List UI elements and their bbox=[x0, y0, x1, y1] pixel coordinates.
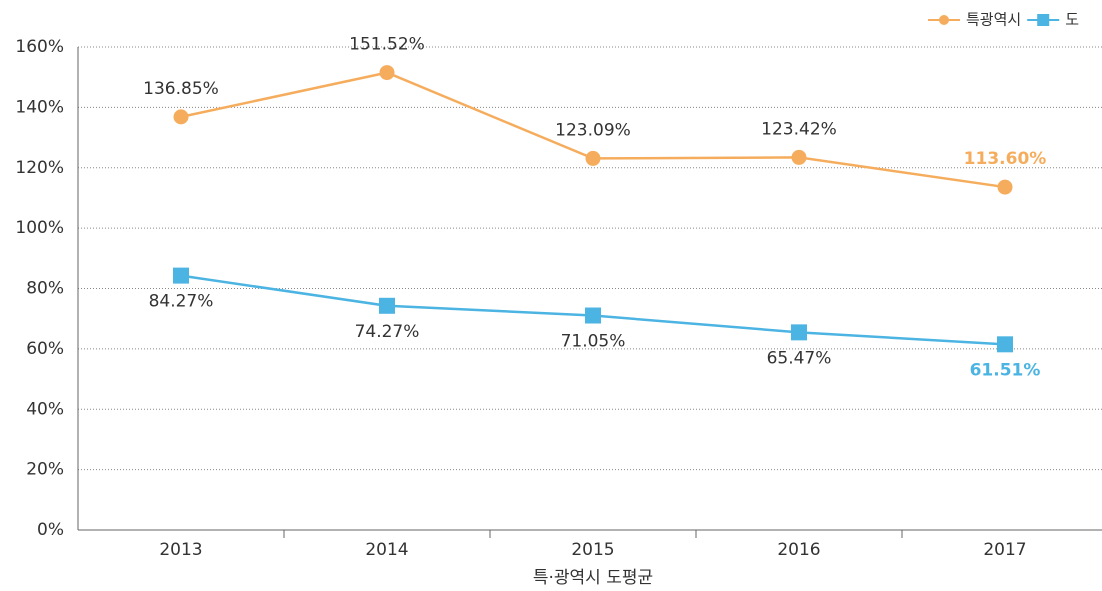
x-tick-label: 2015 bbox=[571, 540, 614, 560]
marker bbox=[997, 336, 1013, 353]
y-tick-label: 160% bbox=[15, 37, 64, 57]
y-tick-label: 80% bbox=[26, 279, 64, 299]
legend-label: 도 bbox=[1065, 11, 1079, 29]
y-tick-label: 140% bbox=[15, 97, 64, 117]
data-label: 61.51% bbox=[970, 360, 1041, 380]
data-label: 136.85% bbox=[143, 79, 219, 99]
y-tick-label: 100% bbox=[15, 218, 64, 238]
y-tick-label: 0% bbox=[37, 520, 64, 540]
y-tick-label: 20% bbox=[26, 460, 64, 480]
marker bbox=[791, 149, 807, 165]
data-label: 113.60% bbox=[964, 149, 1047, 169]
data-label: 65.47% bbox=[767, 348, 832, 368]
marker bbox=[585, 150, 601, 166]
marker bbox=[379, 297, 395, 314]
legend-label: 특광역시 bbox=[966, 11, 1021, 29]
y-tick-label: 40% bbox=[26, 399, 64, 419]
marker bbox=[173, 267, 189, 284]
data-label: 84.27% bbox=[149, 292, 214, 312]
data-label: 151.52% bbox=[349, 35, 425, 55]
y-tick-label: 60% bbox=[26, 339, 64, 359]
marker bbox=[791, 324, 807, 341]
x-tick-label: 2017 bbox=[983, 540, 1026, 560]
x-axis-label: 특·광역시 도평균 bbox=[533, 568, 653, 588]
legend-marker bbox=[939, 15, 949, 25]
marker bbox=[173, 109, 189, 125]
data-label: 123.09% bbox=[555, 120, 631, 140]
marker bbox=[585, 307, 601, 324]
x-tick-label: 2013 bbox=[159, 540, 202, 560]
y-tick-label: 120% bbox=[15, 158, 64, 178]
marker bbox=[379, 65, 395, 81]
x-tick-label: 2016 bbox=[777, 540, 820, 560]
x-tick-label: 2014 bbox=[365, 540, 408, 560]
legend-marker bbox=[1037, 14, 1050, 26]
marker bbox=[997, 179, 1013, 195]
data-label: 74.27% bbox=[355, 322, 420, 342]
data-label: 71.05% bbox=[561, 332, 626, 352]
data-label: 123.42% bbox=[761, 119, 837, 139]
